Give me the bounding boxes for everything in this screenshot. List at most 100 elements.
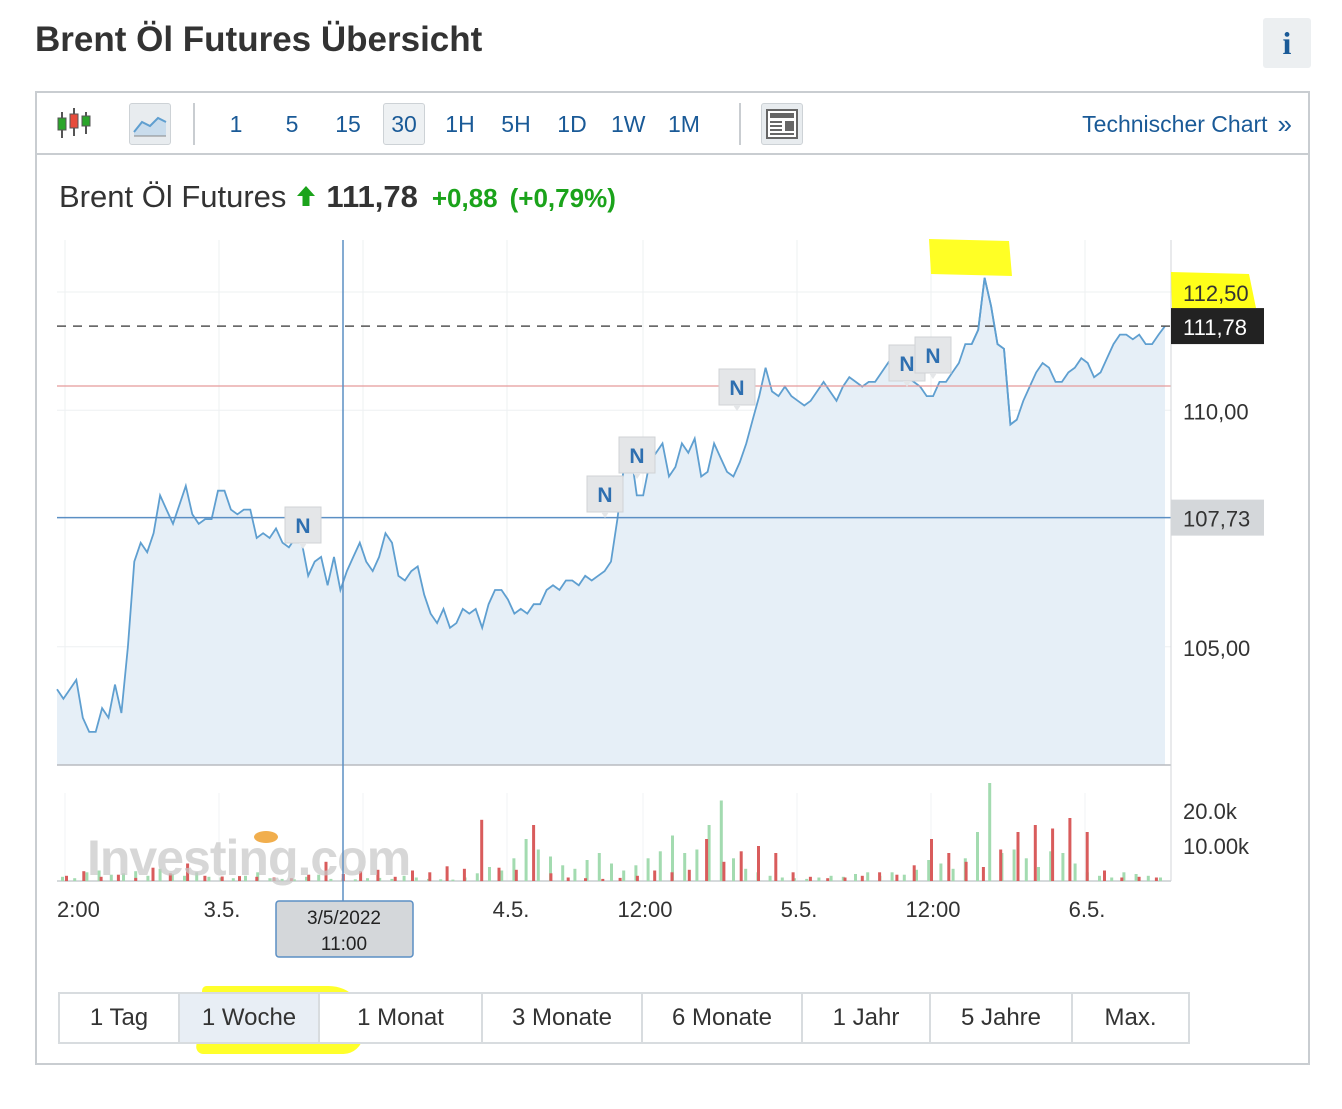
range-1-tag[interactable]: 1 Tag (60, 994, 180, 1042)
volume-bar-down (1016, 832, 1020, 881)
interval-1w[interactable]: 1W (611, 110, 646, 137)
chart-toolbar: Technischer Chart » 1 5 15 30 1H 5H 1D 1W 1M (37, 93, 1308, 155)
technical-chart-link[interactable]: Technischer Chart » (1082, 103, 1292, 145)
volume-bar-down (757, 846, 760, 881)
volume-bar-up (244, 875, 247, 882)
interval-15[interactable]: 15 (335, 110, 361, 137)
volume-bar-down (99, 876, 103, 881)
news-marker-label: N (729, 377, 744, 400)
volume-bar-up (658, 851, 662, 882)
volume-bar-down (653, 870, 657, 881)
volume-bar-down (82, 871, 86, 881)
investing-watermark-logo: Investing.com (87, 830, 410, 886)
price-change-percent: (+0,79%) (509, 183, 616, 213)
volume-bar-up (549, 856, 552, 881)
volume-bar-up (634, 865, 638, 882)
volume-bar-down (324, 861, 328, 882)
volume-bar-up (475, 873, 479, 881)
interval-5[interactable]: 5 (285, 110, 299, 137)
volume-bar-up (1037, 867, 1040, 881)
info-button[interactable]: i (1263, 18, 1311, 68)
volume-bar-up (854, 874, 857, 881)
volume-bar-up (1146, 875, 1150, 882)
crosshair-time-hour: 11:00 (321, 934, 367, 955)
volume-bar-up (524, 839, 528, 881)
volume-bar-up (488, 867, 491, 881)
volume-bar-down (1085, 832, 1089, 881)
volume-bar-up (231, 878, 235, 881)
volume-bar-up (317, 874, 321, 881)
x-axis-label: 6.5. (1069, 897, 1106, 922)
volume-bar-up (585, 860, 589, 881)
volume-bar-up (829, 875, 833, 882)
volume-bar-up (61, 876, 64, 881)
volume-bar-up (719, 800, 723, 881)
interval-1h[interactable]: 1H (445, 110, 475, 137)
volume-bar-up (622, 870, 626, 881)
volume-bar-down (1103, 870, 1106, 881)
volume-bar-down (203, 875, 207, 882)
interval-30[interactable]: 30 (383, 103, 425, 145)
toolbar-separator (739, 103, 741, 145)
volume-bar-up (976, 832, 979, 881)
volume-bar-up (256, 872, 260, 882)
volume-bar-down (289, 878, 293, 881)
volume-bar-down (860, 875, 864, 882)
range-1-woche[interactable]: 1 Woche (180, 994, 320, 1042)
volume-bar-down (964, 861, 968, 882)
volume-bar-down (1068, 818, 1072, 881)
area-chart-icon[interactable] (129, 103, 171, 145)
interval-1d[interactable]: 1D (557, 110, 587, 137)
volume-bar-up (353, 879, 357, 882)
volume-bar-up (207, 876, 211, 881)
volume-bar-up (390, 878, 394, 881)
news-marker-pointer (601, 512, 609, 518)
x-axis-label: 12:00 (905, 897, 960, 922)
volume-bar-up (866, 872, 870, 882)
range-5-jahre[interactable]: 5 Jahre (931, 994, 1073, 1042)
range-1-jahr[interactable]: 1 Jahr (803, 994, 931, 1042)
volume-bar-down (411, 870, 414, 881)
volume-bar-down (584, 878, 587, 881)
volume-bar-down (151, 867, 155, 881)
news-marker-box (718, 368, 756, 406)
candlestick-icon[interactable] (53, 103, 95, 145)
volume-bar-up (988, 783, 992, 881)
volume-bar-down (722, 861, 726, 882)
volume-bar-down (739, 851, 743, 882)
news-marker-pointer (903, 381, 911, 387)
volume-bar-down (272, 877, 276, 881)
volume-bar-down (912, 865, 916, 882)
x-axis-label: 3.5. (204, 897, 241, 922)
volume-bar-up (158, 868, 162, 882)
interval-1[interactable]: 1 (229, 110, 243, 137)
page-title: Brent Öl Futures Übersicht (35, 20, 483, 59)
volume-bar-down (947, 853, 951, 881)
last-price: 111,78 (326, 179, 418, 214)
peak-highlight (929, 239, 1012, 276)
range-3-monate[interactable]: 3 Monate (483, 994, 643, 1042)
volume-bar-up (671, 835, 674, 881)
volume-bar-up (939, 863, 943, 881)
news-marker-pointer (733, 405, 741, 411)
range-max[interactable]: Max. (1104, 1004, 1157, 1031)
volume-bar-down (826, 878, 830, 881)
range-6-monate[interactable]: 6 Monate (643, 994, 803, 1042)
volume-bar-up (134, 871, 138, 881)
volume-bar-down (1033, 825, 1037, 881)
layout-icon[interactable] (761, 103, 803, 145)
volume-bar-up (902, 874, 906, 881)
volume-bar-up (927, 860, 931, 881)
interval-5h[interactable]: 5H (501, 110, 531, 137)
volume-bar-up (573, 868, 577, 882)
interval-1m[interactable]: 1M (668, 110, 700, 137)
volume-bar-down (1154, 877, 1158, 881)
volume-bar-up (439, 879, 443, 882)
volume-bar-down (566, 877, 570, 881)
volume-bar-up (1024, 858, 1028, 882)
news-marker-pointer (633, 473, 641, 479)
x-axis-label: 12:00 (617, 897, 672, 922)
range-1-monat[interactable]: 1 Monat (320, 994, 483, 1042)
volume-bar-up (366, 878, 369, 881)
